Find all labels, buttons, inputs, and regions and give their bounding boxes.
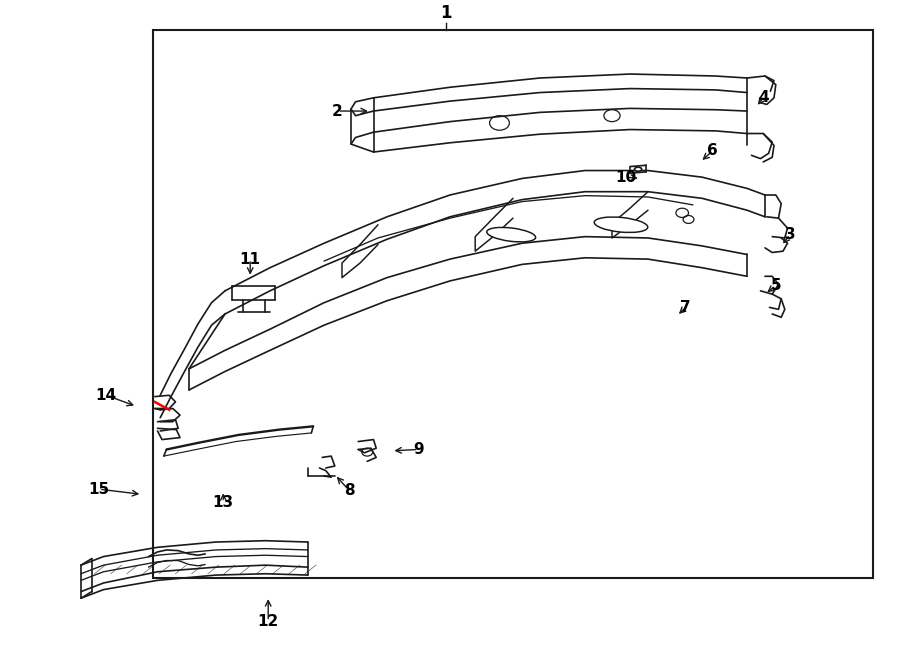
Ellipse shape (487, 227, 536, 242)
Text: 9: 9 (413, 442, 424, 457)
Ellipse shape (634, 167, 642, 171)
Text: 7: 7 (680, 300, 691, 315)
Ellipse shape (594, 217, 648, 233)
Text: 10: 10 (615, 170, 636, 184)
Text: 3: 3 (785, 227, 796, 242)
Text: 5: 5 (770, 278, 781, 293)
Text: 8: 8 (344, 483, 355, 498)
Text: 14: 14 (95, 388, 117, 403)
Bar (153, 30, 873, 578)
Text: 13: 13 (212, 495, 234, 510)
Text: 11: 11 (239, 252, 261, 266)
Text: 12: 12 (257, 614, 279, 629)
Text: 4: 4 (758, 91, 769, 105)
Text: 1: 1 (440, 4, 451, 22)
Text: 2: 2 (332, 104, 343, 118)
Text: 6: 6 (707, 143, 718, 158)
Text: 15: 15 (88, 482, 110, 496)
